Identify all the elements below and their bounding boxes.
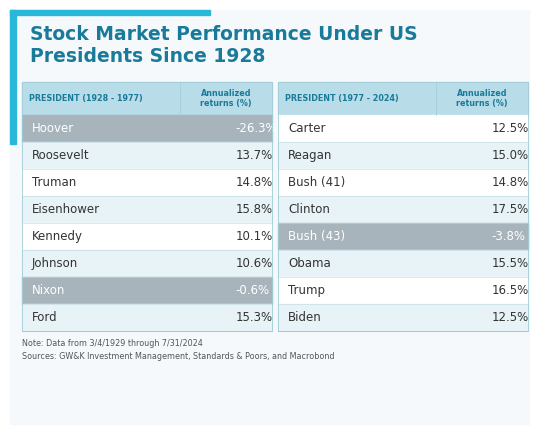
Bar: [278, 250, 528, 277]
Text: 16.5%: 16.5%: [491, 284, 528, 297]
Text: Note: Data from 3/4/1929 through 7/31/2024: Note: Data from 3/4/1929 through 7/31/20…: [22, 339, 203, 348]
Bar: [22, 304, 272, 331]
Bar: [22, 115, 272, 142]
Text: Presidents Since 1928: Presidents Since 1928: [30, 46, 265, 66]
Bar: [10, 10, 16, 144]
Bar: [278, 82, 528, 331]
Text: Truman: Truman: [32, 176, 76, 189]
Text: -3.8%: -3.8%: [491, 230, 525, 243]
Text: Trump: Trump: [288, 284, 325, 297]
Bar: [278, 304, 528, 331]
Text: Reagan: Reagan: [288, 149, 333, 162]
Text: -0.6%: -0.6%: [235, 284, 270, 297]
Text: 12.5%: 12.5%: [491, 122, 528, 135]
Bar: [22, 169, 272, 196]
Bar: [22, 250, 272, 277]
Bar: [278, 82, 528, 115]
Bar: [278, 196, 528, 223]
Text: Annualized
returns (%): Annualized returns (%): [456, 89, 508, 108]
Bar: [22, 82, 272, 115]
Bar: [10, 10, 210, 15]
Text: 13.7%: 13.7%: [235, 149, 272, 162]
Text: PRESIDENT (1928 - 1977): PRESIDENT (1928 - 1977): [29, 94, 143, 103]
Text: 14.8%: 14.8%: [235, 176, 272, 189]
Text: 15.3%: 15.3%: [235, 311, 272, 324]
Text: 10.1%: 10.1%: [235, 230, 272, 243]
Bar: [22, 82, 272, 331]
Text: Roosevelt: Roosevelt: [32, 149, 89, 162]
Text: 15.0%: 15.0%: [491, 149, 528, 162]
Text: 15.8%: 15.8%: [235, 203, 272, 216]
Bar: [22, 277, 272, 304]
Bar: [22, 196, 272, 223]
Text: 17.5%: 17.5%: [491, 203, 528, 216]
Bar: [278, 223, 528, 250]
Text: Stock Market Performance Under US: Stock Market Performance Under US: [30, 24, 418, 43]
Text: Bush (43): Bush (43): [288, 230, 345, 243]
Text: Ford: Ford: [32, 311, 58, 324]
Text: Carter: Carter: [288, 122, 326, 135]
Bar: [278, 142, 528, 169]
Text: Eisenhower: Eisenhower: [32, 203, 100, 216]
Bar: [278, 115, 528, 142]
Text: Bush (41): Bush (41): [288, 176, 345, 189]
Text: PRESIDENT (1977 - 2024): PRESIDENT (1977 - 2024): [285, 94, 399, 103]
Text: Biden: Biden: [288, 311, 322, 324]
Text: Annualized
returns (%): Annualized returns (%): [200, 89, 252, 108]
Text: Obama: Obama: [288, 257, 331, 270]
Text: Clinton: Clinton: [288, 203, 330, 216]
Text: Hoover: Hoover: [32, 122, 74, 135]
Text: Johnson: Johnson: [32, 257, 78, 270]
Text: Nixon: Nixon: [32, 284, 65, 297]
Text: Sources: GW&K Investment Management, Standards & Poors, and Macrobond: Sources: GW&K Investment Management, Sta…: [22, 352, 335, 361]
Text: 12.5%: 12.5%: [491, 311, 528, 324]
Text: 10.6%: 10.6%: [235, 257, 272, 270]
Bar: [278, 277, 528, 304]
Text: 14.8%: 14.8%: [491, 176, 528, 189]
Text: -26.3%: -26.3%: [235, 122, 277, 135]
Text: 15.5%: 15.5%: [491, 257, 528, 270]
Text: Kennedy: Kennedy: [32, 230, 83, 243]
Bar: [22, 142, 272, 169]
Bar: [278, 169, 528, 196]
Bar: [22, 223, 272, 250]
